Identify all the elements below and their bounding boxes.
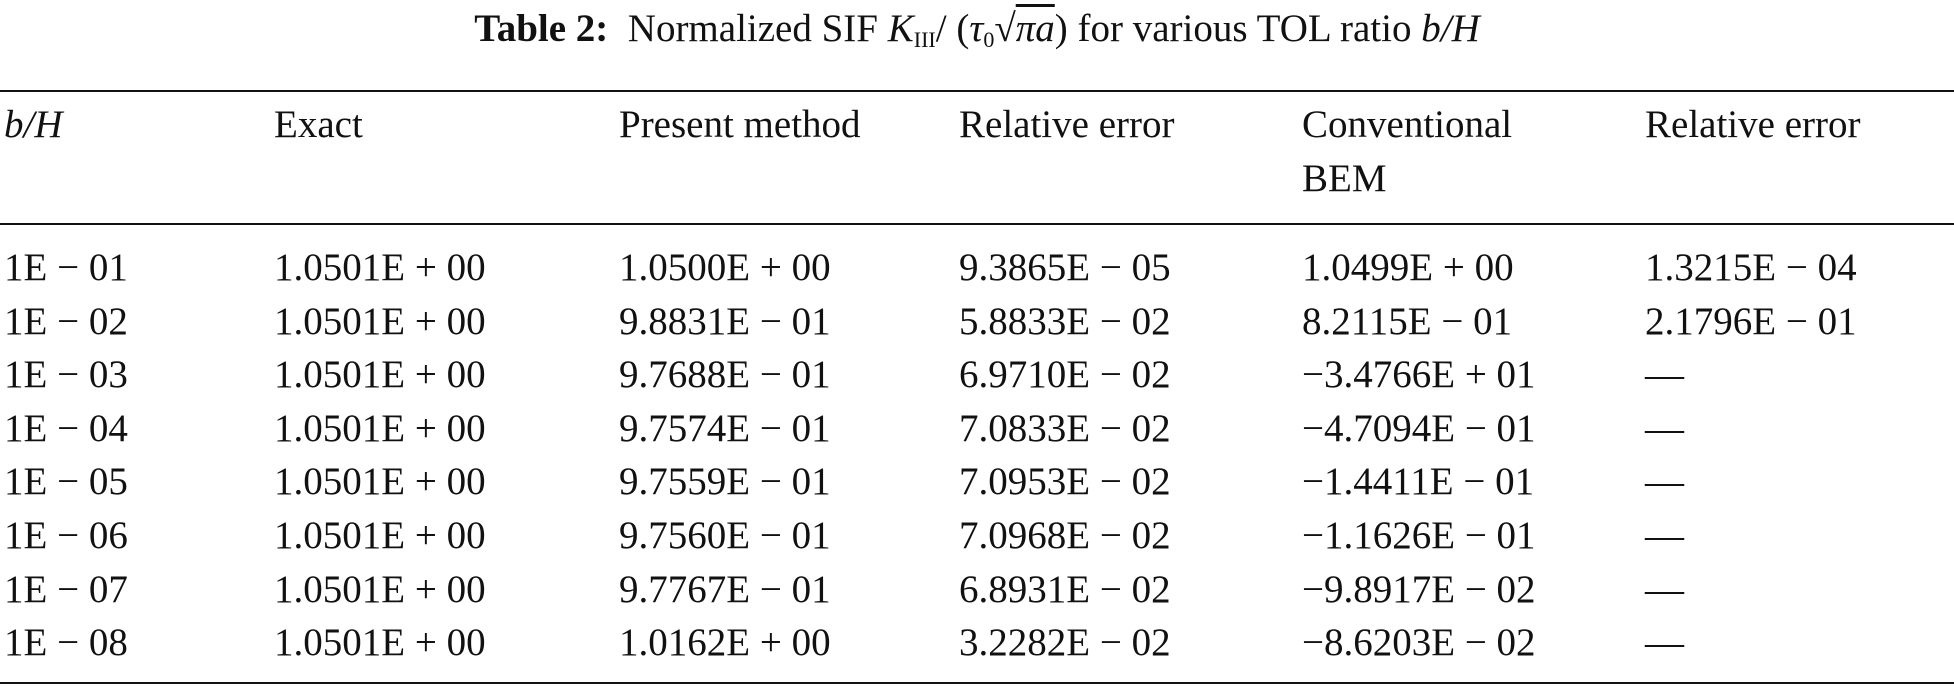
column-header: Present method bbox=[619, 103, 861, 146]
table-cell: — bbox=[1645, 621, 1684, 665]
table-cell: 1.0501E + 00 bbox=[274, 460, 486, 504]
table-cell: 1E − 05 bbox=[4, 460, 128, 504]
table-cell: — bbox=[1645, 567, 1684, 611]
table-cell: 1.0499E + 00 bbox=[1302, 246, 1514, 289]
table-cell: 2.1796E − 01 bbox=[1645, 299, 1857, 343]
table-cell: −1.4411E − 01 bbox=[1302, 460, 1535, 504]
table-cell: 1.0501E + 00 bbox=[274, 514, 486, 557]
table-cell: 1E − 03 bbox=[4, 353, 128, 397]
table-cell: −9.8917E − 02 bbox=[1302, 567, 1536, 611]
caption-math: πa bbox=[1015, 7, 1055, 50]
caption-text: Normalized SIF bbox=[627, 7, 878, 50]
table-cell: 1.3215E − 04 bbox=[1645, 246, 1857, 289]
table-cell: 1.0501E + 00 bbox=[274, 567, 486, 611]
table-caption: Table 2: Normalized SIF KIII/ (τ0√πa) fo… bbox=[0, 6, 1954, 53]
caption-math: ) bbox=[1054, 7, 1068, 50]
column-header: Relative error bbox=[959, 103, 1175, 146]
table-cell: 9.8831E − 01 bbox=[619, 299, 831, 343]
caption-math: √ bbox=[994, 7, 1016, 50]
caption-math: K bbox=[887, 7, 914, 50]
table-cell: 1E − 02 bbox=[4, 299, 128, 343]
table-cell: 9.7574E − 01 bbox=[619, 406, 831, 450]
table-cell: 7.0968E − 02 bbox=[959, 514, 1171, 557]
caption-math: τ bbox=[969, 7, 984, 50]
table-cell: 1.0501E + 00 bbox=[274, 353, 486, 397]
table-cell: 1.0501E + 00 bbox=[274, 406, 486, 450]
table-cell: — bbox=[1645, 353, 1684, 397]
table-cell: 5.8833E − 02 bbox=[959, 299, 1171, 343]
table-cell: 1.0501E + 00 bbox=[274, 246, 486, 289]
column-header: Exact bbox=[274, 103, 363, 146]
table-cell: 6.9710E − 02 bbox=[959, 353, 1171, 397]
table-cell: 1.0501E + 00 bbox=[274, 299, 486, 343]
table-cell: 1.0162E + 00 bbox=[619, 621, 831, 665]
caption-text: for various TOL ratio bbox=[1077, 7, 1412, 50]
table-cell: 3.2282E − 02 bbox=[959, 621, 1171, 665]
table-cell: 1.0501E + 00 bbox=[274, 621, 486, 665]
table-cell: 9.7688E − 01 bbox=[619, 353, 831, 397]
bottom-rule bbox=[0, 682, 1954, 684]
table-cell: 9.7767E − 01 bbox=[619, 567, 831, 611]
table-cell: 9.7559E − 01 bbox=[619, 460, 831, 504]
column-header: Relative error bbox=[1645, 103, 1861, 146]
top-rule bbox=[0, 90, 1954, 92]
table-cell: 1E − 06 bbox=[4, 514, 128, 557]
table-cell: 7.0833E − 02 bbox=[959, 406, 1171, 450]
table-cell: 7.0953E − 02 bbox=[959, 460, 1171, 504]
table-cell: 1E − 04 bbox=[4, 406, 128, 450]
caption-math: ( bbox=[956, 7, 970, 50]
table-cell: 1E − 07 bbox=[4, 567, 128, 611]
table-cell: 1E − 08 bbox=[4, 621, 128, 665]
table-cell: — bbox=[1645, 460, 1684, 504]
table-cell: −4.7094E − 01 bbox=[1302, 406, 1536, 450]
table-cell: −8.6203E − 02 bbox=[1302, 621, 1536, 665]
table-cell: 9.7560E − 01 bbox=[619, 514, 831, 557]
column-header: b/H bbox=[4, 103, 63, 146]
table-cell: 6.8931E − 02 bbox=[959, 567, 1171, 611]
column-header: Conventional BEM bbox=[1302, 103, 1513, 200]
caption-label: Table 2: bbox=[474, 7, 609, 50]
table-cell: — bbox=[1645, 406, 1684, 450]
caption-math: 0 bbox=[983, 27, 995, 52]
caption-math: / bbox=[935, 7, 947, 50]
table-cell: — bbox=[1645, 514, 1684, 557]
caption-math: b/H bbox=[1421, 7, 1480, 50]
table-cell: 1E − 01 bbox=[4, 246, 128, 289]
caption-math: III bbox=[913, 27, 936, 52]
table-cell: −3.4766E + 01 bbox=[1302, 353, 1536, 397]
table-cell: 9.3865E − 05 bbox=[959, 246, 1171, 289]
table-cell: −1.1626E − 01 bbox=[1302, 514, 1536, 557]
table-cell: 8.2115E − 01 bbox=[1302, 299, 1513, 343]
table-cell: 1.0500E + 00 bbox=[619, 246, 831, 289]
mid-rule bbox=[0, 223, 1954, 225]
